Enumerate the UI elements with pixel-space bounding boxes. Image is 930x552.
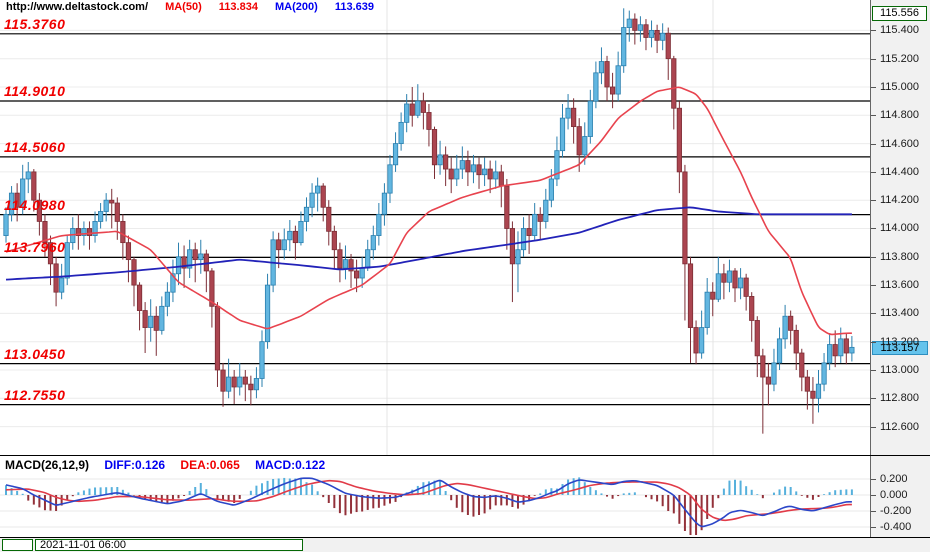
price-level-label: 114.5060: [4, 138, 66, 155]
price-level-label: 113.7960: [4, 239, 66, 256]
axis-tick-mark: [871, 479, 876, 480]
axis-tick-label: 115.000: [880, 81, 919, 93]
main-price-chart[interactable]: [0, 0, 870, 455]
macd-indicator-chart[interactable]: [0, 455, 870, 537]
axis-tick-label: -0.400: [880, 521, 912, 533]
axis-tick-label: 114.000: [880, 222, 919, 234]
axis-tick-label: -0.200: [880, 505, 912, 517]
time-axis-bar[interactable]: 2021-11-01 06:00: [0, 538, 930, 552]
axis-tick-mark: [871, 172, 876, 173]
macd-diff-value: DIFF:0.126: [104, 458, 166, 472]
axis-tick-label: 113.000: [880, 364, 919, 376]
price-level-label: 115.3760: [4, 15, 66, 32]
price-axis[interactable]: 115.556 113.157 115.400 115.200 115.000 114…: [870, 0, 930, 552]
axis-tick-label: 114.800: [880, 109, 919, 121]
axis-tick-mark: [871, 228, 876, 229]
crosshair-date-box: 2021-11-01 06:00: [35, 539, 303, 551]
ma50-legend-value: 113.834: [218, 1, 258, 13]
panel-separator-top: [0, 455, 930, 456]
axis-tick-mark: [871, 511, 876, 512]
ma50-legend-label: MA(50): [165, 1, 202, 13]
axis-tick-mark: [871, 59, 876, 60]
macd-title: MACD(26,12,9): [5, 458, 90, 472]
price-level-label: 114.9010: [4, 83, 66, 99]
chart-header-legend: http://www.deltastock.com/ MA(50) 113.83…: [6, 1, 388, 15]
price-level-label: 113.0450: [4, 345, 66, 362]
axis-tick-mark: [871, 527, 876, 528]
cursor-position-box: [2, 539, 33, 551]
axis-tick-label: 113.800: [880, 251, 919, 263]
axis-tick-label: 113.400: [880, 307, 919, 319]
axis-tick-mark: [871, 285, 876, 286]
axis-tick-label: 113.200: [880, 336, 919, 348]
axis-tick-mark: [871, 30, 876, 31]
axis-tick-mark: [871, 115, 876, 116]
axis-tick-label: 0.200: [880, 473, 908, 485]
ma200-legend-label: MA(200): [275, 1, 318, 13]
axis-tick-label: 114.200: [880, 194, 919, 206]
axis-tick-mark: [871, 495, 876, 496]
axis-tick-label: 115.400: [880, 24, 919, 36]
price-level-label: 112.7550: [4, 386, 66, 403]
axis-tick-mark: [871, 398, 876, 399]
axis-tick-label: 114.600: [880, 138, 919, 150]
macd-macd-value: MACD:0.122: [255, 458, 326, 472]
axis-tick-mark: [871, 313, 876, 314]
price-level-label: 114.0980: [4, 196, 66, 213]
axis-tick-mark: [871, 342, 876, 343]
panel-separator-bottom: [0, 537, 930, 538]
axis-tick-mark: [871, 144, 876, 145]
macd-legend: MACD(26,12,9) DIFF:0.126 DEA:0.065 MACD:…: [5, 458, 337, 472]
axis-tick-label: 115.200: [880, 53, 919, 65]
axis-tick-label: 114.400: [880, 166, 919, 178]
axis-tick-label: 112.600: [880, 421, 919, 433]
axis-tick-mark: [871, 370, 876, 371]
source-url: http://www.deltastock.com/: [6, 1, 148, 13]
current-price-tag: 113.157: [872, 341, 928, 355]
axis-tick-label: 113.600: [880, 279, 919, 291]
axis-tick-mark: [871, 87, 876, 88]
axis-tick-mark: [871, 257, 876, 258]
macd-dea-value: DEA:0.065: [180, 458, 240, 472]
axis-high-value-box: 115.556: [872, 6, 927, 21]
axis-tick-label: 0.000: [880, 489, 908, 501]
axis-tick-mark: [871, 427, 876, 428]
axis-tick-label: 112.800: [880, 392, 919, 404]
ma200-legend-value: 113.639: [334, 1, 375, 13]
axis-tick-mark: [871, 200, 876, 201]
